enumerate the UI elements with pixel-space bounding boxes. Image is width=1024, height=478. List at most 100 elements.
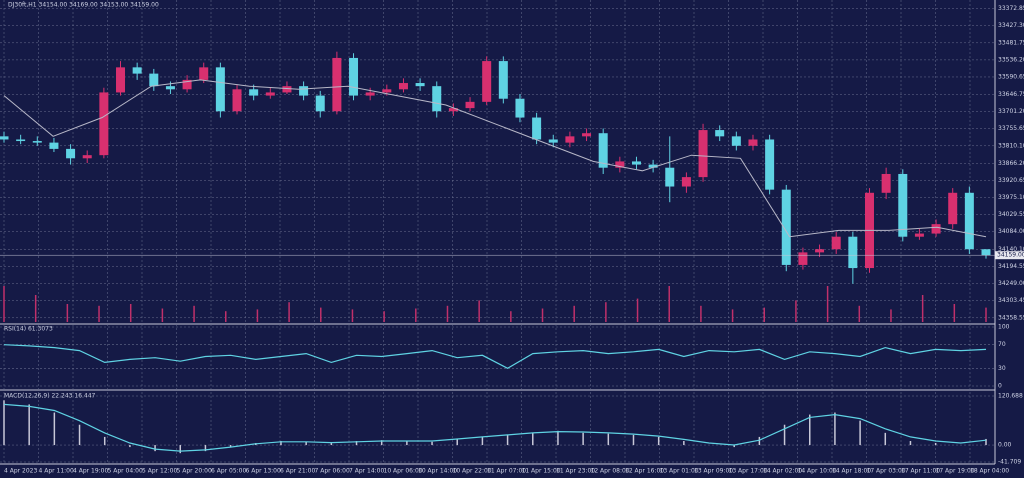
x-tick-label: 4 Apr 11:00 [39,468,74,475]
x-tick-label: 13 Apr 09:00 [694,468,733,475]
candle-body [532,117,542,140]
y-tick-label: 30 [998,365,1006,372]
y-tick-label: 33810.10 [998,142,1024,149]
macd-signal-line [3,403,987,452]
candle-body [765,139,775,190]
candle-body [598,133,608,168]
x-tick-label: 10 Apr 22:00 [453,468,492,475]
y-tick-label: 33590.65 [998,73,1024,80]
y-tick-label: 34358.55 [998,314,1024,321]
candle-body [798,252,808,265]
x-tick-label: 14 Apr 18:00 [832,468,871,475]
x-tick-label: 13 Apr 17:00 [729,468,768,475]
y-tick-label: 34140.10 [998,246,1024,253]
candle-body [49,142,59,149]
y-tick-label: 34194.55 [998,263,1024,270]
candle-body [365,92,375,96]
candle-body [465,101,475,109]
y-tick-label: 100 [998,324,1010,331]
candle-body [715,130,725,137]
candle-body [448,108,458,112]
y-tick-label: 33975.10 [998,194,1024,201]
x-tick-label: 5 Apr 04:00 [108,468,143,475]
candle-body [0,136,9,140]
y-tick-label: 34084.00 [998,228,1024,235]
x-tick-label: 10 Apr 06:00 [384,468,423,475]
candle-body [815,249,825,253]
candle-body [898,173,908,237]
candle-body [615,161,625,168]
x-tick-label: 4 Apr 2023 [4,468,37,475]
x-tick-label: 18 Apr 04:00 [970,468,1009,475]
y-tick-label: 0 [998,383,1002,390]
x-tick-label: 14 Apr 02:00 [763,468,802,475]
candle-body [748,139,758,146]
candle-body [66,148,76,159]
x-tick-label: 7 Apr 14:00 [349,468,384,475]
candle-body [781,189,791,265]
candle-body [948,192,958,225]
candle-body [648,164,658,168]
candle-body [498,61,508,99]
x-tick-label: 5 Apr 20:00 [177,468,212,475]
x-tick-label: 17 Apr 03:00 [867,468,906,475]
y-tick-label: 33427.30 [998,22,1024,29]
rsi-line [3,344,987,369]
candle-body [349,57,359,96]
x-tick-label: 11 Apr 23:00 [556,468,595,475]
candle-body [315,95,325,112]
candle-body [199,67,209,80]
candle-body [398,83,408,90]
candle-body [116,67,126,93]
candle-body [149,73,159,87]
candle-body [482,61,492,102]
candle-body [681,177,691,187]
y-tick-label: 120.688 [998,393,1023,400]
x-tick-label: 11 Apr 15:00 [522,468,561,475]
y-tick-label: 33701.20 [998,108,1024,115]
candle-body [299,86,309,96]
y-tick-label: 33481.75 [998,39,1024,46]
candle-body [132,67,142,74]
candle-body [582,133,592,137]
candle-body [32,141,42,143]
x-tick-label: 6 Apr 21:00 [280,468,315,475]
y-tick-label: 70 [998,341,1006,348]
candle-body [165,86,175,90]
candle-body [831,236,841,250]
candle-body [232,89,242,112]
candle-body [665,167,675,187]
y-tick-label: 34303.45 [998,297,1024,304]
candle-body [981,249,991,256]
y-tick-label: 34029.55 [998,211,1024,218]
candle-body [82,155,92,159]
candle-body [881,173,891,193]
candle-body [432,86,442,112]
y-tick-label: 33536.20 [998,56,1024,63]
candle-body [282,86,292,93]
chart-title: DJ30ft,H1 34154.00 34169.00 34153.00 341… [8,2,159,9]
candle-body [415,83,425,87]
y-tick-label: 34249.00 [998,280,1024,287]
x-tick-label: 14 Apr 10:00 [798,468,837,475]
x-tick-label: 5 Apr 12:00 [142,468,177,475]
candle-body [215,67,225,112]
candle-body [265,92,275,96]
last-price-label: 34159.00 [997,252,1024,259]
x-tick-label: 6 Apr 13:00 [246,468,281,475]
candle-body [698,130,708,178]
candle-body [548,139,558,143]
candle-body [515,98,525,118]
candle-body [731,136,741,146]
moving-average [3,79,987,238]
y-tick-label: 33866.20 [998,160,1024,167]
x-tick-label: 17 Apr 19:00 [936,468,975,475]
candle-body [931,224,941,234]
candle-body [249,89,259,96]
candle-body [99,92,109,156]
candle-body [16,139,26,142]
x-tick-label: 6 Apr 05:00 [211,468,246,475]
y-tick-label: 33755.65 [998,125,1024,132]
x-tick-label: 7 Apr 06:00 [315,468,350,475]
y-tick-label: 0.00 [998,442,1012,449]
